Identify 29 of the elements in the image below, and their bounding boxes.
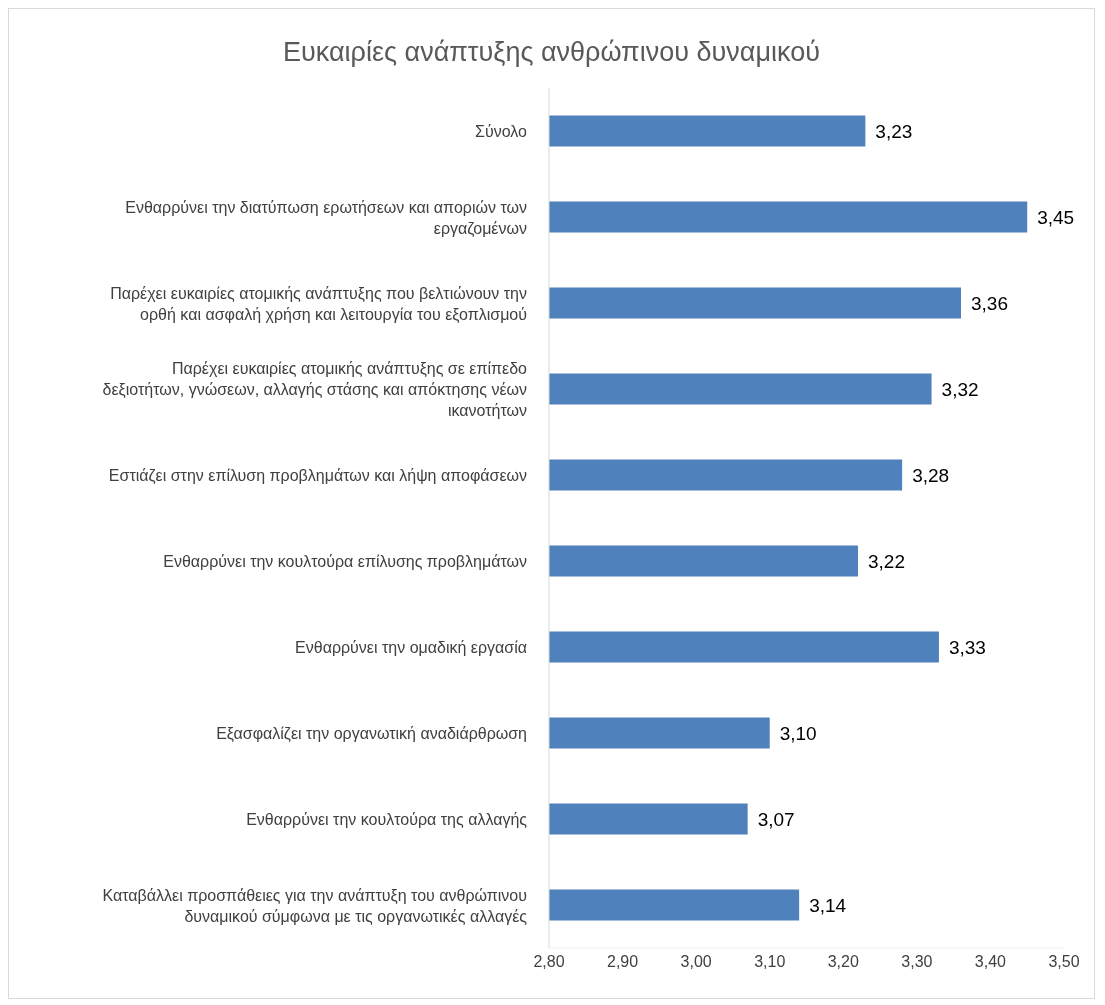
x-tick-label: 2,80 xyxy=(533,953,565,971)
x-tick-label: 3,50 xyxy=(1048,953,1080,971)
y-tick-label: Ενθαρρύνει την ομαδική εργασία xyxy=(295,638,527,656)
y-tick-label: Ενθαρρύνει την κουλτούρα επίλυσης προβλημάτων xyxy=(163,552,527,570)
data-label: 3,28 xyxy=(912,464,950,486)
y-tick-label: Ενθαρρύνει την διατύπωση ερωτήσεων και αποριών των εργαζομένων xyxy=(125,198,527,237)
data-label: 3,32 xyxy=(941,378,979,400)
data-label: 3,23 xyxy=(875,120,913,142)
x-tick-label: 2,90 xyxy=(607,953,639,971)
data-label: 3,33 xyxy=(948,636,986,658)
data-label: 3,10 xyxy=(779,722,817,744)
y-tick-label: Καταβάλλει προσπάθειες για την ανάπτυξη του ανθρώπινου δυναμικού σύμφωνα με τις οργανωτικές αλλαγές xyxy=(102,886,528,924)
data-label: 3,22 xyxy=(868,550,905,572)
x-tick-label: 3,30 xyxy=(901,953,933,971)
y-tick-label: Παρέχει ευκαιρίες ατομικής ανάπτυξης που βελτιώνουν την ορθή και ασφαλή χρήση και λειτουργία του εξοπλισμού xyxy=(110,284,527,323)
y-tick-label: Εστιάζει στην επίλυση προβλημάτων και λήψη αποφάσεων xyxy=(108,466,527,485)
x-tick-label: 3,10 xyxy=(754,953,786,971)
y-tick-label: Εξασφαλίζει την οργανωτική αναδιάρθρωση xyxy=(216,724,527,743)
chart-title: Ευκαιρίες ανάπτυξης ανθρώπινου δυναμικού xyxy=(282,36,821,69)
data-label: 3,14 xyxy=(809,894,847,916)
data-label: 3,45 xyxy=(1037,206,1075,228)
data-label: 3,36 xyxy=(971,292,1008,314)
y-tick-label: Ενθαρρύνει την κουλτούρα της αλλαγής xyxy=(246,810,528,828)
x-tick-label: 3,00 xyxy=(680,953,712,971)
x-tick-label: 3,20 xyxy=(827,953,859,971)
data-label: 3,07 xyxy=(757,808,795,830)
y-tick-label: Σύνολο xyxy=(475,122,528,140)
y-tick-label: Παρέχει ευκαιρίες ατομικής ανάπτυξης σε επίπεδο δεξιοτήτων, γνώσεων, αλλαγής στάσης και απόκτησης νέων ικανοτήτων xyxy=(102,359,528,419)
x-tick-label: 3,40 xyxy=(974,953,1007,971)
